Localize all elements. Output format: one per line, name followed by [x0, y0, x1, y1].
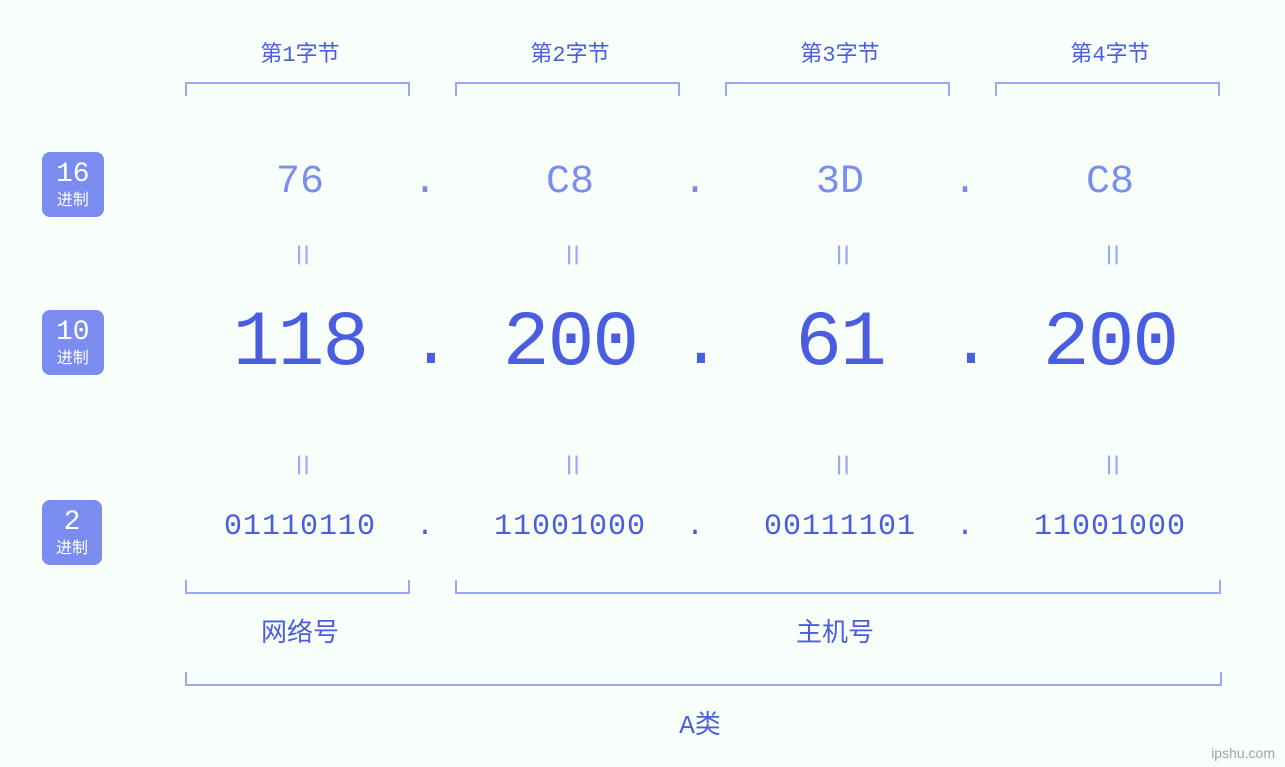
- bracket-byte-1: [185, 82, 410, 96]
- badge-bin-num: 2: [56, 506, 88, 540]
- dot-hex-2: .: [680, 160, 710, 205]
- badge-bin: 2 进制: [42, 500, 102, 565]
- bracket-network: [185, 580, 410, 594]
- bracket-class: [185, 672, 1222, 686]
- label-class: A类: [180, 704, 1220, 741]
- dot-dec-2: .: [680, 306, 710, 385]
- bin-byte-1: 01110110: [180, 510, 420, 544]
- bin-byte-3: 00111101: [720, 510, 960, 544]
- bracket-byte-4: [995, 82, 1220, 96]
- badge-dec-label: 进制: [56, 350, 90, 369]
- dot-dec-1: .: [410, 306, 440, 385]
- badge-hex-num: 16: [56, 158, 90, 192]
- dot-hex-1: .: [410, 160, 440, 205]
- dot-bin-3: .: [950, 510, 980, 544]
- badge-hex-label: 进制: [56, 192, 90, 211]
- bracket-byte-2: [455, 82, 680, 96]
- badge-hex: 16 进制: [42, 152, 104, 217]
- eq-dec-bin-2: =: [553, 309, 587, 621]
- byte-label-1: 第1字节: [180, 36, 420, 68]
- watermark: ipshu.com: [1211, 745, 1275, 761]
- byte-label-2: 第2字节: [450, 36, 690, 68]
- byte-label-3: 第3字节: [720, 36, 960, 68]
- badge-dec-num: 10: [56, 316, 90, 350]
- badge-dec: 10 进制: [42, 310, 104, 375]
- bin-byte-2: 11001000: [450, 510, 690, 544]
- bin-byte-4: 11001000: [990, 510, 1230, 544]
- byte-label-4: 第4字节: [990, 36, 1230, 68]
- bracket-host: [455, 580, 1221, 594]
- eq-dec-bin-3: =: [823, 309, 857, 621]
- label-network: 网络号: [180, 612, 420, 649]
- dot-dec-3: .: [950, 306, 980, 385]
- bracket-byte-3: [725, 82, 950, 96]
- dot-hex-3: .: [950, 160, 980, 205]
- label-host: 主机号: [450, 612, 1220, 649]
- dot-bin-1: .: [410, 510, 440, 544]
- eq-dec-bin-4: =: [1093, 309, 1127, 621]
- eq-dec-bin-1: =: [283, 309, 317, 621]
- badge-bin-label: 进制: [56, 540, 88, 559]
- dot-bin-2: .: [680, 510, 710, 544]
